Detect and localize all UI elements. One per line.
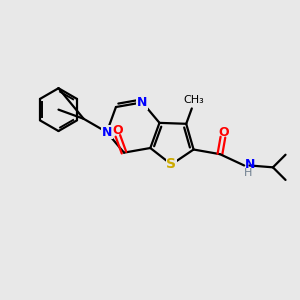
Text: N: N	[102, 126, 112, 139]
Text: N: N	[245, 158, 255, 171]
Text: H: H	[244, 168, 252, 178]
Text: S: S	[167, 158, 176, 172]
Text: O: O	[218, 126, 229, 139]
Text: O: O	[112, 124, 123, 137]
Text: N: N	[137, 96, 148, 109]
Text: CH₃: CH₃	[183, 94, 204, 105]
